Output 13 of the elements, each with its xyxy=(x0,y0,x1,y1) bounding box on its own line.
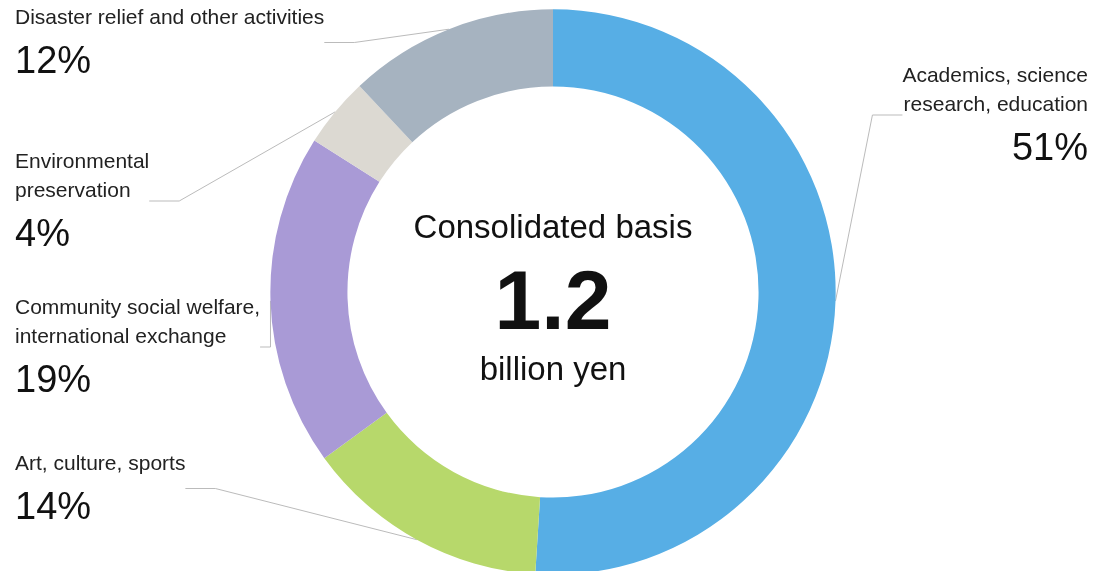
text: 1.2 xyxy=(494,253,612,347)
data-label: 14% xyxy=(15,485,92,527)
text: Consolidated basis xyxy=(413,208,693,245)
slice-label: Environmental preservation xyxy=(15,149,150,201)
text: billion yen xyxy=(479,350,627,387)
data-label: 51% xyxy=(1011,126,1088,168)
data-label: 19% xyxy=(15,358,92,400)
slice-label: Community social welfare, international exchange xyxy=(15,295,261,347)
slice-label: Disaster relief and other activities xyxy=(15,5,325,28)
slice-label: Academics, science research, education xyxy=(902,63,1088,115)
data-label: 12% xyxy=(15,39,92,81)
slice-label: Art, culture, sports xyxy=(15,451,186,474)
data-label: 4% xyxy=(15,212,70,254)
